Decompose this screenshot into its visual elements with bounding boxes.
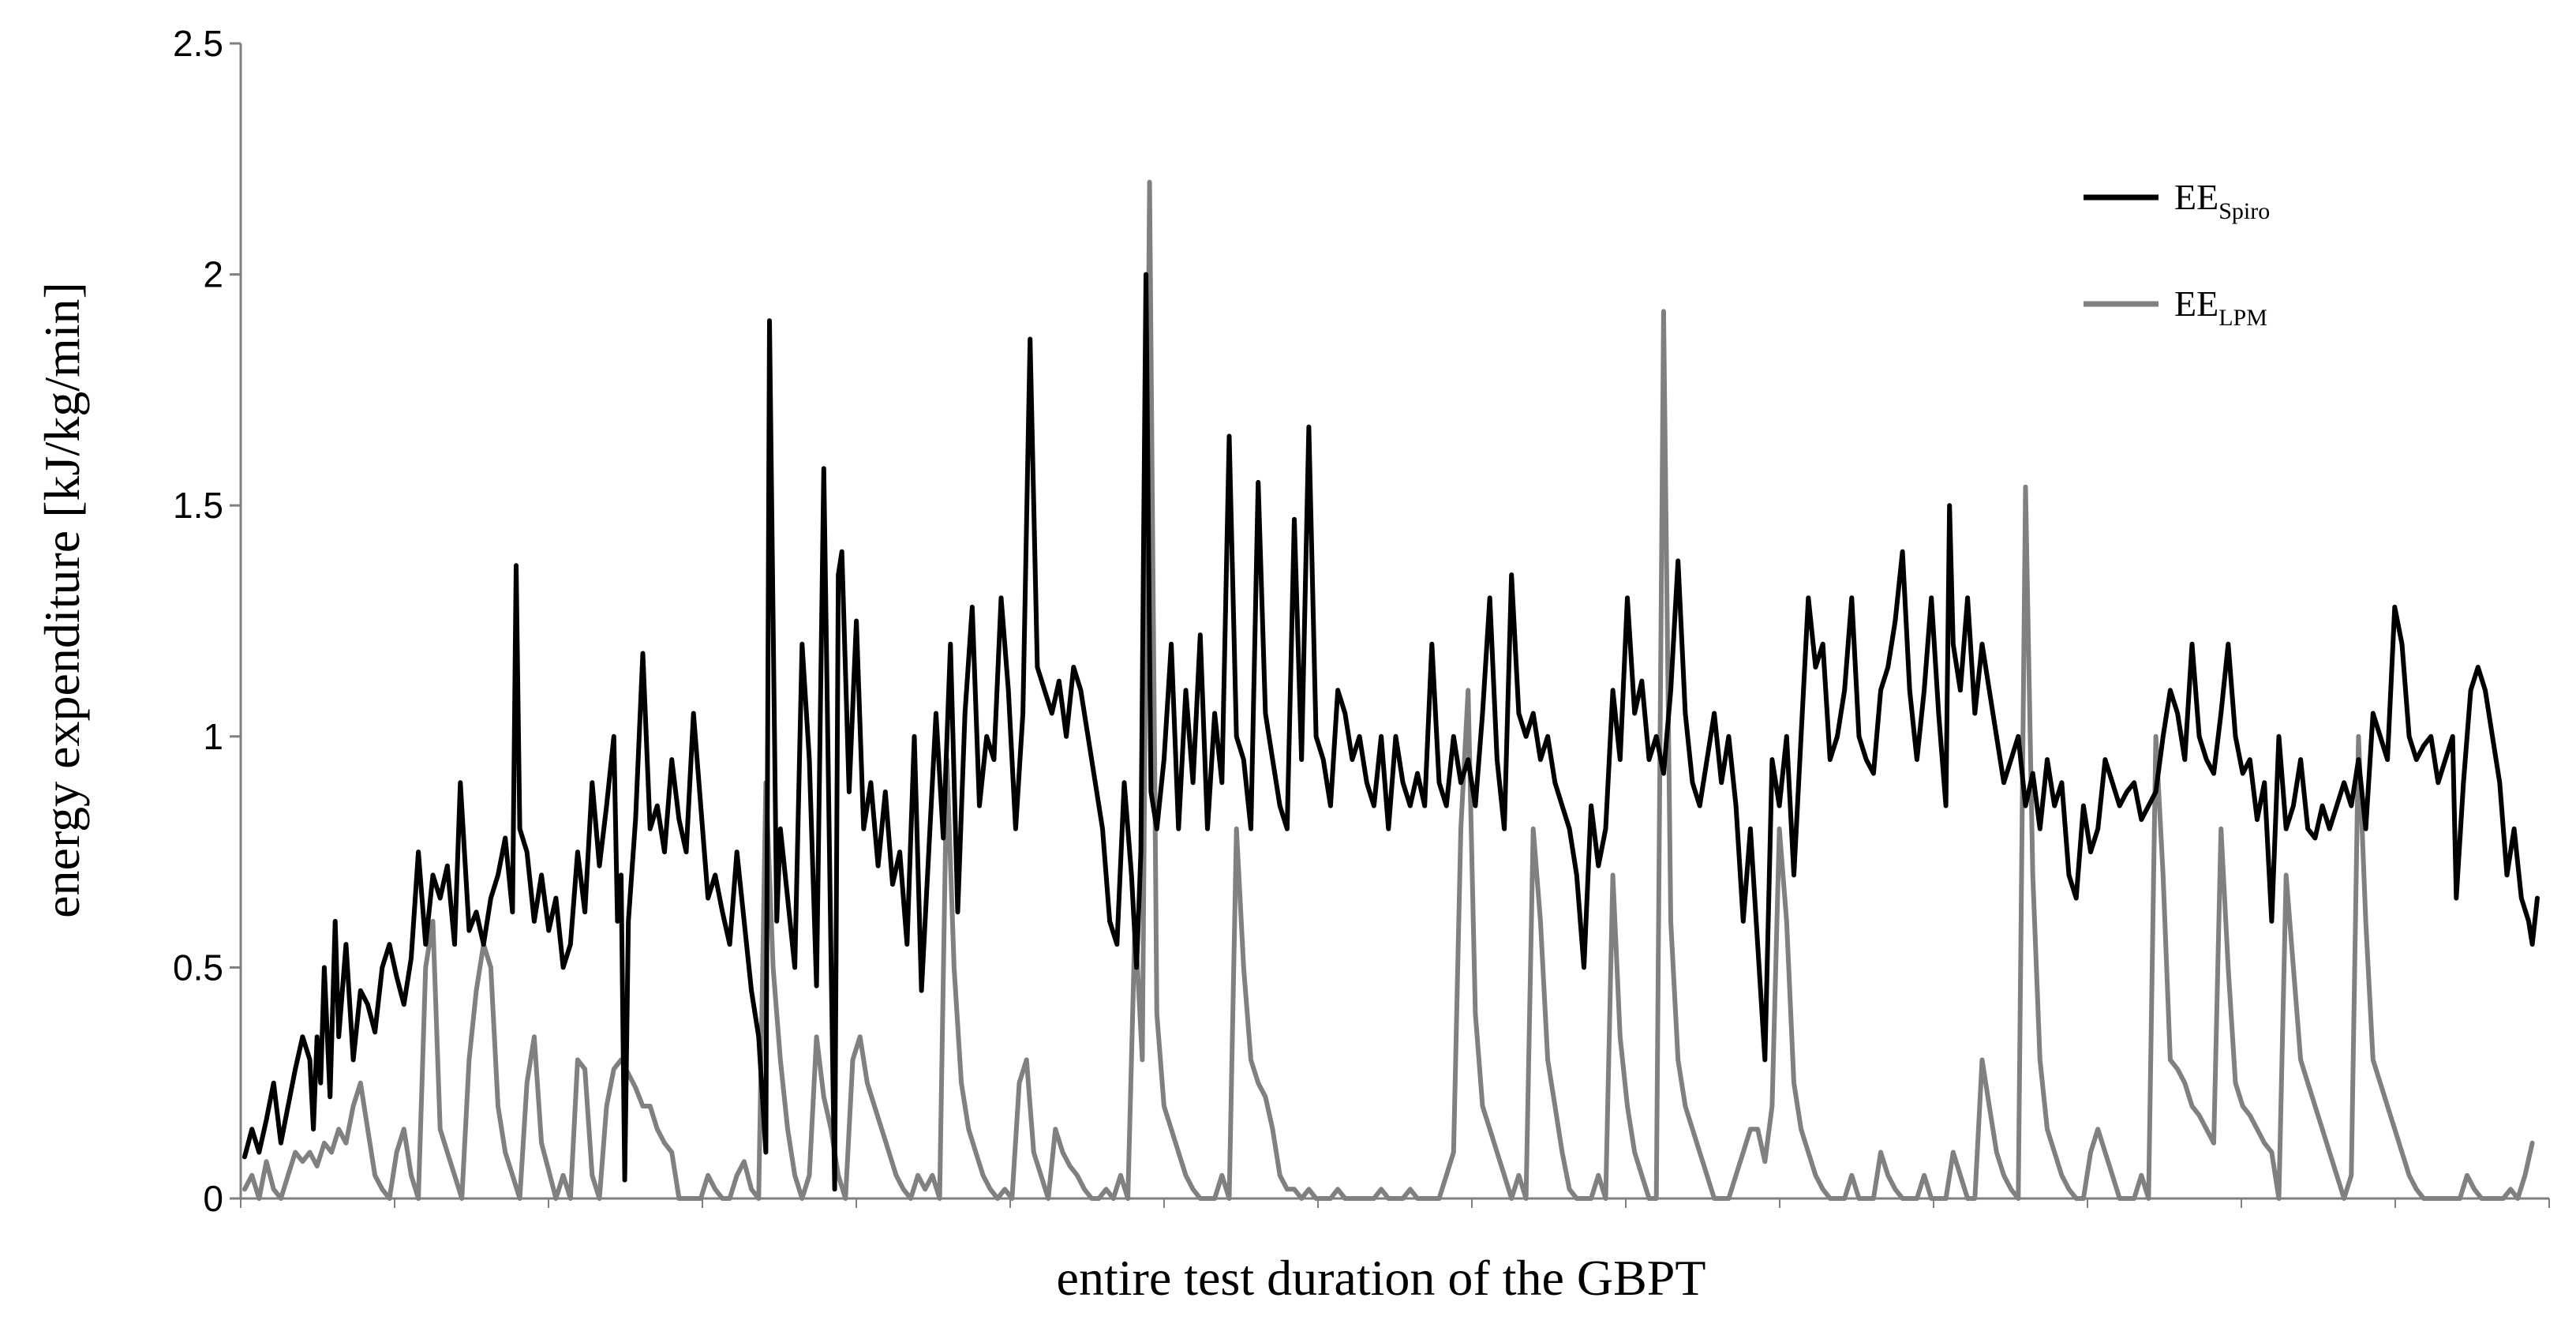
legend-label-lpm: EELPM [2174, 283, 2267, 331]
legend: EESpiro EELPM [2084, 177, 2270, 331]
series-layer [242, 179, 2540, 1201]
x-axis-title: entire test duration of the GBPT [1057, 1250, 1706, 1306]
series-line-spiro [242, 272, 2540, 1192]
y-tick-label: 2 [203, 254, 223, 295]
legend-item-lpm: EELPM [2084, 283, 2267, 331]
y-tick-label: 0.5 [173, 947, 223, 988]
y-tick-label: 1 [203, 716, 223, 757]
y-axis: 0 0.5 1 1.5 2 2.5 [173, 23, 242, 1219]
y-tick-label: 1.5 [173, 485, 223, 526]
legend-item-spiro: EESpiro [2084, 177, 2270, 224]
y-tick-label: 0 [203, 1178, 223, 1219]
legend-label-spiro: EESpiro [2174, 177, 2270, 224]
y-axis-title: energy expenditure [kJ/kg/min] [34, 282, 90, 918]
y-tick-label: 2.5 [173, 23, 223, 64]
